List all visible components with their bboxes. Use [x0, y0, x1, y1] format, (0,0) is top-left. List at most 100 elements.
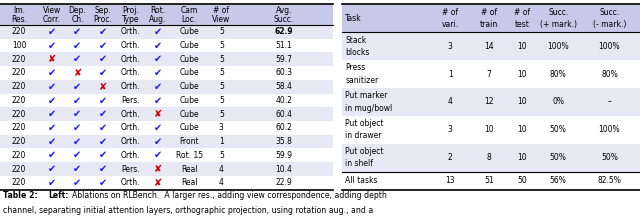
Text: 1: 1 [219, 137, 224, 146]
FancyBboxPatch shape [38, 4, 65, 25]
Text: 220: 220 [12, 27, 26, 36]
Text: Cube: Cube [180, 55, 199, 64]
Text: 220: 220 [12, 178, 26, 187]
Text: 10: 10 [484, 125, 494, 134]
Text: ✔: ✔ [99, 164, 107, 174]
Text: Cube: Cube [180, 41, 199, 50]
Text: Avg.: Avg. [275, 7, 292, 15]
Text: ✔: ✔ [74, 137, 81, 147]
Text: 100: 100 [12, 41, 26, 50]
FancyBboxPatch shape [0, 39, 333, 52]
Text: in shelf: in shelf [346, 159, 373, 168]
FancyBboxPatch shape [0, 4, 38, 25]
FancyBboxPatch shape [538, 4, 579, 32]
Text: ✔: ✔ [154, 82, 162, 92]
Text: ✔: ✔ [154, 137, 162, 147]
Text: Rot.: Rot. [150, 7, 165, 15]
Text: 59.7: 59.7 [275, 55, 292, 64]
Text: ✔: ✔ [154, 150, 162, 160]
Text: 10: 10 [518, 97, 527, 106]
FancyBboxPatch shape [235, 4, 333, 25]
Text: 4: 4 [448, 97, 452, 106]
FancyBboxPatch shape [579, 4, 640, 32]
Text: ✔: ✔ [47, 123, 56, 133]
Text: 220: 220 [12, 137, 26, 146]
Text: ✔: ✔ [74, 178, 81, 188]
FancyBboxPatch shape [0, 162, 333, 176]
Text: Sep.: Sep. [95, 7, 111, 15]
Text: blocks: blocks [346, 48, 370, 57]
Text: Type: Type [122, 15, 139, 24]
Text: 5: 5 [219, 110, 224, 119]
Text: 58.4: 58.4 [275, 82, 292, 91]
Text: 3: 3 [219, 123, 224, 132]
Text: Orth.: Orth. [120, 137, 140, 146]
Text: Cube: Cube [180, 123, 199, 132]
Text: Cube: Cube [180, 68, 199, 77]
FancyBboxPatch shape [508, 4, 538, 32]
Text: Orth.: Orth. [120, 27, 140, 36]
Text: Table 2:: Table 2: [3, 191, 38, 200]
Text: View: View [42, 7, 61, 15]
Text: Real: Real [181, 165, 198, 174]
Text: ✔: ✔ [74, 150, 81, 160]
Text: Cube: Cube [180, 110, 199, 119]
FancyBboxPatch shape [0, 66, 333, 80]
Text: ✔: ✔ [99, 150, 107, 160]
Text: 220: 220 [12, 82, 26, 91]
Text: 5: 5 [219, 82, 224, 91]
Text: Succ.: Succ. [548, 8, 568, 17]
Text: 10: 10 [518, 70, 527, 78]
FancyBboxPatch shape [0, 80, 333, 94]
Text: ✘: ✘ [99, 82, 107, 92]
Text: Ablations on RLBench.  A larger res., adding view correspondence, adding depth: Ablations on RLBench. A larger res., add… [72, 191, 387, 200]
FancyBboxPatch shape [0, 176, 333, 190]
Text: 220: 220 [12, 55, 26, 64]
Text: 220: 220 [12, 123, 26, 132]
Text: ✔: ✔ [47, 178, 56, 188]
Text: Left:: Left: [48, 191, 68, 200]
FancyBboxPatch shape [65, 4, 90, 25]
Text: ✘: ✘ [154, 164, 162, 174]
Text: ✔: ✔ [47, 164, 56, 174]
Text: 100%: 100% [598, 42, 620, 51]
Text: Dep.: Dep. [68, 7, 86, 15]
Text: 50%: 50% [601, 153, 618, 162]
FancyBboxPatch shape [342, 116, 640, 144]
FancyBboxPatch shape [116, 4, 145, 25]
Text: 60.3: 60.3 [275, 68, 292, 77]
Text: 51.1: 51.1 [275, 41, 292, 50]
Text: –: – [607, 97, 611, 106]
Text: 12: 12 [484, 97, 493, 106]
Text: ✘: ✘ [74, 68, 81, 78]
Text: 10: 10 [518, 42, 527, 51]
Text: Stack: Stack [346, 36, 367, 44]
FancyBboxPatch shape [145, 4, 171, 25]
Text: Orth.: Orth. [120, 123, 140, 132]
Text: vari.: vari. [442, 20, 459, 29]
Text: Put object: Put object [346, 119, 384, 128]
Text: Loc.: Loc. [182, 15, 197, 24]
Text: ✔: ✔ [99, 178, 107, 188]
FancyBboxPatch shape [0, 94, 333, 107]
Text: ✔: ✔ [47, 150, 56, 160]
Text: 2: 2 [448, 153, 452, 162]
Text: 50%: 50% [550, 153, 566, 162]
FancyBboxPatch shape [342, 172, 640, 190]
Text: 5: 5 [219, 151, 224, 160]
FancyBboxPatch shape [0, 25, 333, 39]
Text: Proc.: Proc. [93, 15, 112, 24]
Text: 56%: 56% [550, 176, 566, 185]
Text: ✔: ✔ [154, 41, 162, 51]
Text: Pers.: Pers. [121, 96, 140, 105]
Text: ✔: ✔ [154, 95, 162, 106]
Text: 220: 220 [12, 96, 26, 105]
Text: View: View [212, 15, 230, 24]
Text: 100%: 100% [598, 125, 620, 134]
Text: 5: 5 [219, 96, 224, 105]
Text: 100%: 100% [547, 42, 569, 51]
Text: ✔: ✔ [154, 68, 162, 78]
FancyBboxPatch shape [430, 4, 470, 32]
Text: ✔: ✔ [154, 27, 162, 37]
Text: 220: 220 [12, 110, 26, 119]
